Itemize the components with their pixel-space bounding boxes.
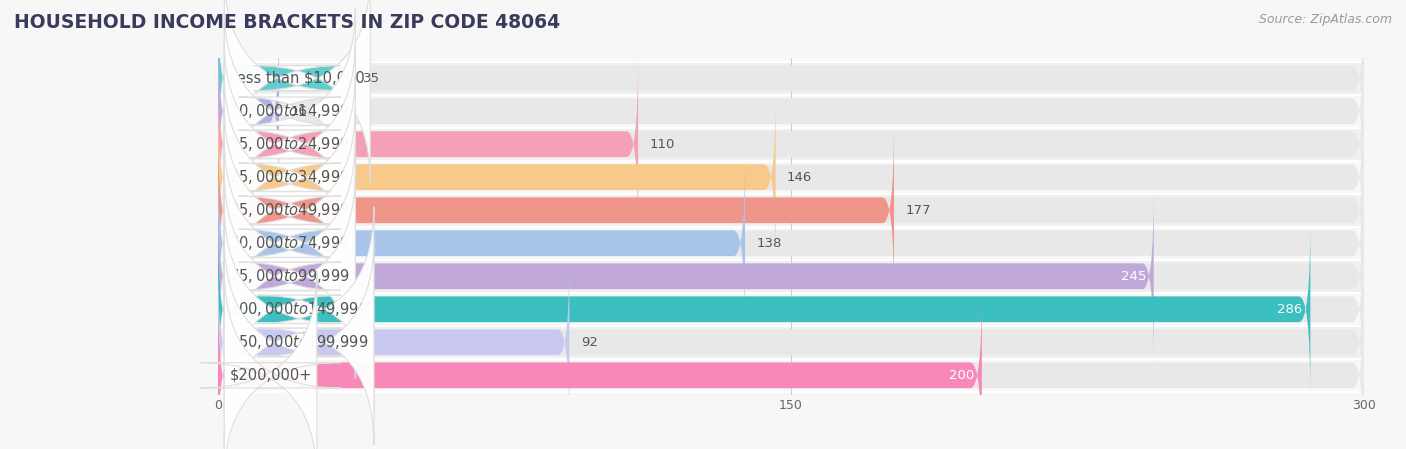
FancyBboxPatch shape bbox=[218, 256, 1364, 428]
Text: Source: ZipAtlas.com: Source: ZipAtlas.com bbox=[1258, 13, 1392, 26]
Text: 92: 92 bbox=[581, 336, 598, 349]
FancyBboxPatch shape bbox=[218, 293, 1364, 326]
Text: 138: 138 bbox=[756, 237, 782, 250]
FancyBboxPatch shape bbox=[218, 128, 1364, 161]
Text: 146: 146 bbox=[787, 171, 813, 184]
Text: $50,000 to $74,999: $50,000 to $74,999 bbox=[229, 234, 350, 252]
FancyBboxPatch shape bbox=[218, 124, 894, 296]
FancyBboxPatch shape bbox=[218, 190, 1154, 362]
FancyBboxPatch shape bbox=[218, 227, 1364, 260]
FancyBboxPatch shape bbox=[218, 25, 278, 198]
Text: $200,000+: $200,000+ bbox=[229, 368, 312, 383]
Text: 177: 177 bbox=[905, 204, 931, 217]
FancyBboxPatch shape bbox=[218, 289, 981, 449]
Text: $150,000 to $199,999: $150,000 to $199,999 bbox=[229, 333, 368, 351]
Text: $75,000 to $99,999: $75,000 to $99,999 bbox=[229, 267, 350, 285]
FancyBboxPatch shape bbox=[218, 0, 1364, 164]
FancyBboxPatch shape bbox=[218, 190, 1364, 362]
FancyBboxPatch shape bbox=[218, 359, 1364, 392]
Text: $100,000 to $149,999: $100,000 to $149,999 bbox=[229, 300, 368, 318]
FancyBboxPatch shape bbox=[218, 58, 638, 230]
Text: 286: 286 bbox=[1278, 303, 1303, 316]
Text: 16: 16 bbox=[291, 105, 308, 118]
FancyBboxPatch shape bbox=[218, 157, 1364, 330]
FancyBboxPatch shape bbox=[218, 25, 1364, 198]
Text: $15,000 to $24,999: $15,000 to $24,999 bbox=[229, 135, 350, 153]
Text: $25,000 to $34,999: $25,000 to $34,999 bbox=[229, 168, 350, 186]
FancyBboxPatch shape bbox=[218, 194, 1364, 227]
Text: $35,000 to $49,999: $35,000 to $49,999 bbox=[229, 201, 350, 219]
FancyBboxPatch shape bbox=[218, 326, 1364, 359]
FancyBboxPatch shape bbox=[218, 256, 569, 428]
Text: HOUSEHOLD INCOME BRACKETS IN ZIP CODE 48064: HOUSEHOLD INCOME BRACKETS IN ZIP CODE 48… bbox=[14, 13, 560, 32]
Text: $10,000 to $14,999: $10,000 to $14,999 bbox=[229, 102, 350, 120]
FancyBboxPatch shape bbox=[218, 58, 1364, 230]
FancyBboxPatch shape bbox=[218, 124, 1364, 296]
FancyBboxPatch shape bbox=[218, 91, 1364, 264]
FancyBboxPatch shape bbox=[218, 0, 352, 164]
FancyBboxPatch shape bbox=[218, 289, 1364, 449]
Text: 200: 200 bbox=[949, 369, 974, 382]
FancyBboxPatch shape bbox=[218, 161, 1364, 194]
Text: 35: 35 bbox=[363, 72, 380, 85]
FancyBboxPatch shape bbox=[218, 157, 745, 330]
FancyBboxPatch shape bbox=[218, 223, 1310, 396]
FancyBboxPatch shape bbox=[218, 95, 1364, 128]
FancyBboxPatch shape bbox=[218, 223, 1364, 396]
Text: 245: 245 bbox=[1121, 270, 1146, 283]
FancyBboxPatch shape bbox=[218, 62, 1364, 95]
FancyBboxPatch shape bbox=[218, 260, 1364, 293]
Text: 110: 110 bbox=[650, 138, 675, 151]
Text: Less than $10,000: Less than $10,000 bbox=[229, 70, 366, 86]
FancyBboxPatch shape bbox=[218, 91, 776, 264]
